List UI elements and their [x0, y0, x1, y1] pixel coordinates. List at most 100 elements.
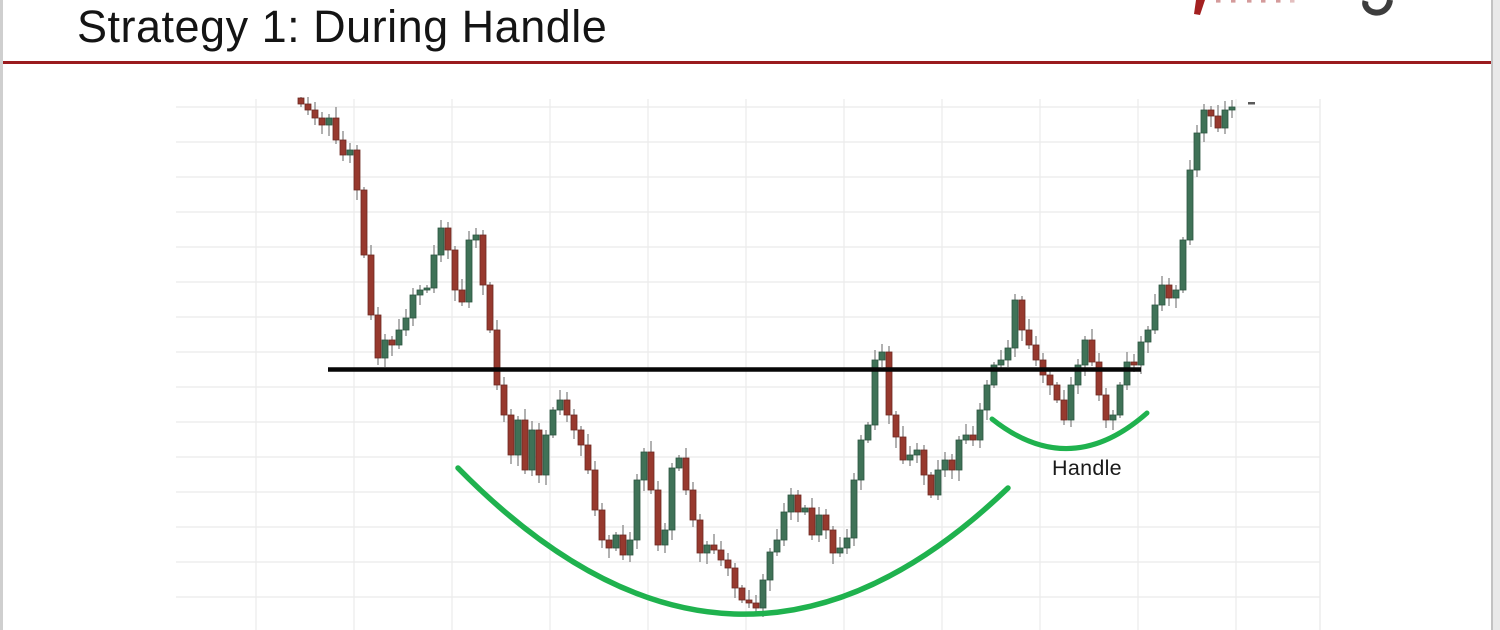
candle-body — [542, 434, 550, 476]
candle-body — [983, 384, 991, 411]
candle-body — [381, 339, 389, 359]
candle-body — [528, 429, 536, 471]
logo-faint-letter-tip — [1276, 0, 1281, 3]
candle-body — [479, 234, 487, 286]
gridlines — [176, 99, 1321, 630]
candle-body — [689, 489, 697, 521]
candle-body — [570, 414, 578, 431]
candle-body — [962, 434, 970, 441]
candle-body — [885, 351, 893, 416]
candle-body — [724, 559, 732, 569]
candle-body — [934, 469, 942, 496]
candle-body — [297, 97, 305, 105]
candle-body — [815, 514, 823, 536]
candle-body — [857, 439, 865, 481]
candle-body — [913, 449, 921, 456]
candle-body — [1193, 132, 1201, 171]
candle-body — [1032, 344, 1040, 361]
candle-body — [395, 329, 403, 346]
candle-body — [1123, 361, 1131, 386]
candle-body — [430, 254, 438, 289]
logo-g-descender — [1362, 0, 1393, 16]
candle-body — [710, 544, 718, 551]
candle-body — [1200, 109, 1208, 134]
candle-body — [556, 399, 564, 411]
candle-body — [346, 149, 354, 156]
candle-body — [843, 537, 851, 549]
candle-body — [661, 529, 669, 546]
logo-faint-letter-tip — [1231, 0, 1236, 3]
candle-body — [836, 547, 844, 554]
candle-body — [1116, 384, 1124, 416]
candle-body — [773, 539, 781, 553]
logo-faint-letter-tip — [1216, 0, 1221, 3]
candle-body — [633, 479, 641, 541]
candle-body — [304, 103, 312, 111]
candle-body — [1221, 109, 1229, 129]
candle-body — [717, 549, 725, 561]
candle-body — [360, 189, 368, 256]
candle-body — [563, 399, 571, 416]
candle-body — [675, 457, 683, 469]
candle-body — [311, 109, 319, 119]
candle-body — [619, 534, 627, 556]
candle-body — [927, 474, 935, 496]
candle-body — [1207, 109, 1215, 117]
logo-mark-icon — [1194, 0, 1393, 16]
candle-body — [507, 414, 515, 456]
candle-body — [696, 519, 704, 554]
candle-body — [1046, 374, 1054, 386]
handle-arc — [989, 410, 1150, 451]
candle-body — [899, 436, 907, 461]
candle-body — [521, 419, 529, 471]
candle-body — [402, 317, 410, 331]
candle-body — [1137, 341, 1145, 366]
candle-body — [1025, 329, 1033, 346]
candle-body — [850, 479, 858, 539]
candle-body — [864, 424, 872, 441]
candle-body — [577, 429, 585, 446]
right-page-edge-line — [1491, 0, 1493, 630]
candle-body — [948, 459, 956, 471]
candle-body — [1088, 339, 1096, 363]
candle-body — [535, 429, 543, 476]
candle-body — [339, 139, 347, 156]
candle-body — [1172, 289, 1180, 299]
logo-red-stroke — [1194, 0, 1205, 15]
candle-body — [388, 339, 396, 346]
candle-body — [920, 449, 928, 476]
candle-body — [472, 234, 480, 241]
candle-body — [605, 539, 613, 549]
candle-body — [1011, 299, 1019, 349]
candle-body — [969, 434, 977, 441]
candle-body — [451, 249, 459, 291]
slide-title: Strategy 1: During Handle — [77, 1, 608, 52]
candle-body — [626, 539, 634, 556]
candle-body — [1228, 106, 1236, 111]
candle-body — [808, 507, 816, 536]
candle-body — [374, 314, 382, 359]
candle-body — [829, 529, 837, 554]
candle-body — [731, 567, 739, 589]
handle-annotation-label: Handle — [1052, 456, 1122, 480]
candle-body — [598, 509, 606, 541]
candle-body — [878, 351, 886, 361]
right-page-edge — [1493, 0, 1500, 630]
candle-body — [416, 289, 424, 296]
candle-body — [1060, 399, 1068, 421]
candle-body — [1179, 239, 1187, 291]
candle-body — [1053, 384, 1061, 401]
candle-body — [444, 227, 452, 251]
candle-body — [745, 599, 753, 604]
candle-body — [612, 534, 620, 549]
candle-body — [591, 469, 599, 511]
left-page-edge — [0, 0, 3, 630]
candle-body — [549, 409, 557, 436]
candle-body — [584, 444, 592, 471]
candle-body — [780, 511, 788, 541]
candle-body — [1109, 414, 1117, 421]
logo-faint-letter-tip — [1247, 0, 1252, 3]
candle-body — [1158, 284, 1166, 306]
